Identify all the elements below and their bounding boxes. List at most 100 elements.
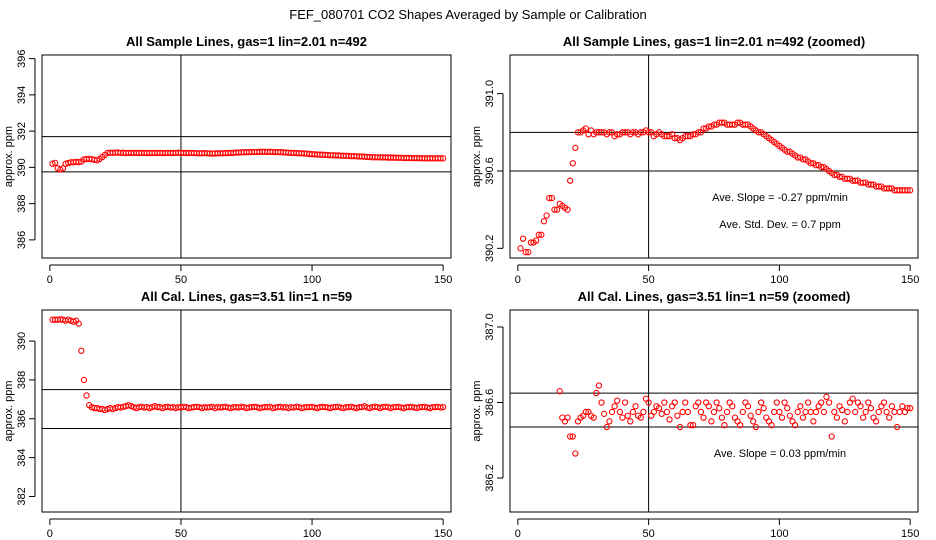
data-point [569,433,576,440]
data-point [807,408,814,416]
data-point [812,408,820,416]
data-point [893,423,901,431]
data-point [841,418,848,425]
x-tick-label: 0 [47,274,53,286]
x-tick-label: 50 [642,528,654,540]
annotation-text: Ave. Slope = -0.27 ppm/min [712,192,848,204]
data-point [857,403,864,410]
data-point [543,212,550,219]
data-point [601,410,608,417]
data-point [852,408,859,416]
data-points [556,382,914,457]
chart-panels: All Sample Lines, gas=1 lin=2.01 n=492 0 5… [3,34,919,540]
data-point [437,155,444,162]
data-point [593,389,600,397]
data-point [551,206,558,213]
data-point [59,165,67,172]
data-point [569,160,576,167]
data-point [791,422,799,429]
data-point [750,418,757,425]
data-point [603,423,610,431]
data-point [621,399,629,406]
data-point [582,408,589,416]
data-point [621,129,629,136]
data-point [533,237,540,244]
data-point [629,129,637,136]
chart-title: All Sample Lines, gas=1 lin=2.01 n=492 (… [563,34,865,49]
figure-title: FEF_080701 CO2 Shapes Averaged by Sample… [289,7,646,22]
data-point [517,245,524,252]
data-point [899,403,906,410]
chart-title: All Sample Lines, gas=1 lin=2.01 n=492 [126,34,367,49]
data-point [695,399,702,406]
data-point [865,399,872,406]
data-point [676,423,684,431]
data-point [614,397,621,404]
data-points [49,148,447,173]
data-point [773,399,780,406]
data-point [590,414,597,421]
x-tick-label: 50 [175,274,187,286]
data-point [525,249,532,256]
data-point [794,408,801,416]
data-point [771,408,778,416]
data-point [671,399,678,406]
x-tick-label: 100 [770,528,788,540]
data-point [611,403,618,410]
data-point [574,129,582,136]
data-point [859,414,867,421]
data-point [682,399,689,406]
data-point [439,403,447,411]
data-point [674,412,681,419]
plot-frame [509,54,919,259]
data-point [606,129,613,136]
data-point [655,405,663,412]
data-point [867,181,875,188]
data-point [567,177,574,184]
data-point [883,408,890,416]
y-tick-label: 390.2 [484,235,496,263]
data-point [739,408,746,416]
data-point [849,395,856,402]
x-tick-label: 0 [515,274,521,286]
data-points [517,119,914,256]
y-axis-label: approx. ppm [3,380,15,441]
data-point [810,418,817,425]
annotation-text: Ave. Slope = 0.03 ppm/min [714,448,846,460]
data-point [705,403,712,410]
data-point [556,388,563,395]
data-point [729,403,736,410]
y-tick-label: 396 [16,49,28,67]
data-point [760,405,767,412]
data-point [820,408,827,416]
data-point [632,403,639,410]
data-point [797,403,804,410]
data-point [852,177,859,184]
data-point [564,414,571,421]
data-point [891,408,898,416]
data-point [844,408,851,416]
data-point [805,399,812,406]
y-tick-label: 386.2 [484,464,496,492]
x-tick-label: 50 [642,274,654,286]
data-point [755,408,762,416]
data-point [710,408,718,416]
data-point [616,408,623,416]
data-point [540,218,548,225]
x-tick-label: 150 [901,274,919,286]
data-point [572,450,579,457]
data-point [637,129,644,136]
data-point [907,187,914,194]
data-point [564,206,571,213]
x-tick-label: 0 [47,528,53,540]
data-point [718,414,725,421]
x-tick-label: 100 [303,274,321,286]
data-point [83,392,90,399]
data-point [553,206,561,213]
data-point [650,408,657,416]
x-tick-label: 50 [175,528,187,540]
data-point [608,408,616,416]
data-point [663,133,671,140]
chart-panel-1: All Sample Lines, gas=1 lin=2.01 n=492 0 5… [3,34,452,286]
data-point [598,129,605,136]
